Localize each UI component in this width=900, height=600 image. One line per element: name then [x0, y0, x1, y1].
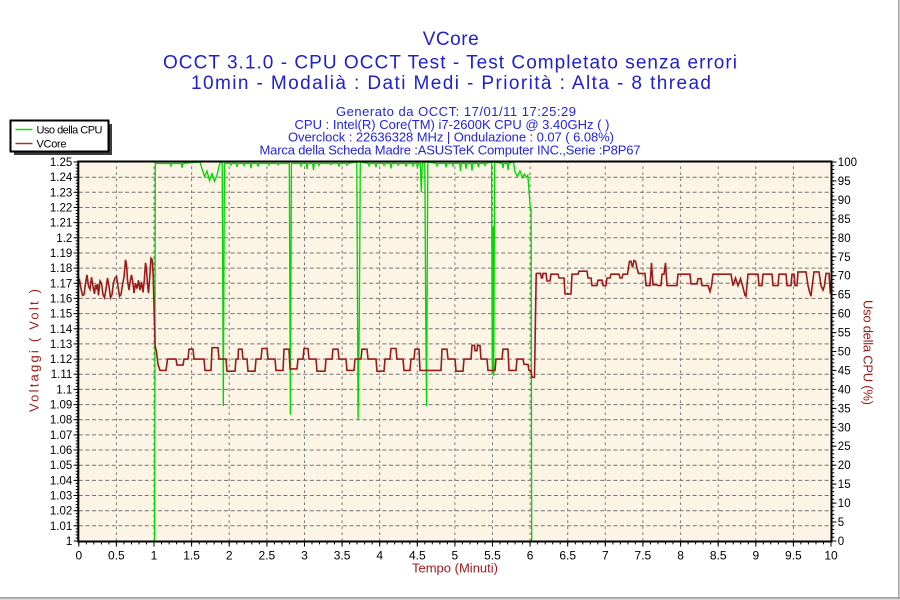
svg-text:Generato da OCCT: 17/01/11 17:: Generato da OCCT: 17/01/11 17:25:29: [336, 104, 576, 119]
svg-text:10: 10: [824, 549, 838, 563]
svg-text:6: 6: [527, 549, 534, 563]
svg-text:100: 100: [838, 157, 857, 169]
svg-text:CPU : Intel(R) Core(TM) i7-260: CPU : Intel(R) Core(TM) i7-2600K CPU @ 3…: [295, 117, 610, 132]
svg-text:8: 8: [677, 549, 684, 563]
svg-text:7: 7: [602, 549, 609, 563]
svg-text:1.16: 1.16: [50, 293, 72, 305]
svg-text:Uso della CPU: Uso della CPU: [37, 125, 103, 137]
svg-text:1.22: 1.22: [50, 203, 72, 215]
svg-text:1: 1: [151, 549, 158, 563]
svg-text:1.13: 1.13: [50, 339, 72, 351]
svg-text:15: 15: [838, 479, 851, 491]
svg-text:7.5: 7.5: [635, 549, 652, 563]
svg-text:VCore: VCore: [423, 29, 479, 50]
svg-text:1.24: 1.24: [50, 172, 73, 184]
svg-text:2.5: 2.5: [259, 549, 276, 563]
svg-text:1.23: 1.23: [50, 187, 72, 199]
svg-text:5: 5: [838, 517, 844, 529]
svg-text:45: 45: [838, 365, 851, 377]
svg-text:Marca della Scheda Madre :ASUS: Marca della Scheda Madre :ASUSTeK Comput…: [260, 142, 641, 157]
svg-text:20: 20: [838, 460, 851, 472]
svg-text:1.18: 1.18: [50, 263, 72, 275]
svg-text:80: 80: [838, 233, 851, 245]
svg-text:50: 50: [838, 347, 851, 359]
svg-text:Tempo (Minuti): Tempo (Minuti): [412, 561, 498, 576]
svg-text:1.17: 1.17: [50, 278, 72, 290]
svg-text:75: 75: [838, 252, 851, 264]
svg-text:1.5: 1.5: [183, 549, 200, 563]
svg-text:1.15: 1.15: [50, 309, 72, 321]
svg-text:9: 9: [752, 549, 759, 563]
svg-text:1.09: 1.09: [50, 400, 72, 412]
svg-text:55: 55: [838, 328, 851, 340]
svg-text:10: 10: [838, 498, 851, 510]
svg-text:25: 25: [838, 441, 851, 453]
svg-text:85: 85: [838, 214, 851, 226]
svg-text:Voltaggi ( Volt ): Voltaggi ( Volt ): [27, 289, 42, 412]
svg-text:1.14: 1.14: [50, 324, 73, 336]
svg-text:Uso della CPU (%): Uso della CPU (%): [861, 300, 876, 405]
svg-text:95: 95: [838, 176, 851, 188]
svg-text:1.2: 1.2: [56, 233, 72, 245]
svg-text:1.07: 1.07: [50, 430, 72, 442]
svg-text:OCCT 3.1.0 - CPU OCCT Test - T: OCCT 3.1.0 - CPU OCCT Test - Test Comple…: [163, 52, 737, 73]
svg-text:35: 35: [838, 403, 851, 415]
svg-text:1.12: 1.12: [50, 354, 72, 366]
svg-text:Overclock : 22636328 MHz | Ond: Overclock : 22636328 MHz | Ondulazione :…: [288, 130, 614, 145]
svg-text:4: 4: [376, 549, 383, 563]
svg-text:9.5: 9.5: [785, 549, 802, 563]
svg-text:1.08: 1.08: [50, 415, 72, 427]
svg-text:1.19: 1.19: [50, 248, 72, 260]
svg-text:1.02: 1.02: [50, 506, 72, 518]
svg-text:10min - Modalià : Dati Medi -: 10min - Modalià : Dati Medi - Priorità :…: [191, 73, 711, 94]
svg-text:1.25: 1.25: [50, 157, 72, 169]
svg-text:VCore: VCore: [37, 139, 67, 151]
svg-text:5.5: 5.5: [484, 549, 501, 563]
svg-text:3: 3: [301, 549, 308, 563]
svg-text:1.01: 1.01: [50, 521, 72, 533]
svg-text:90: 90: [838, 195, 851, 207]
svg-text:1.1: 1.1: [56, 384, 72, 396]
svg-text:3.5: 3.5: [334, 549, 351, 563]
svg-text:60: 60: [838, 309, 851, 321]
svg-text:65: 65: [838, 290, 851, 302]
svg-text:70: 70: [838, 271, 851, 283]
svg-text:0: 0: [838, 536, 844, 548]
svg-text:4.5: 4.5: [409, 549, 426, 563]
svg-text:30: 30: [838, 422, 851, 434]
svg-text:6.5: 6.5: [559, 549, 576, 563]
svg-text:1.04: 1.04: [50, 475, 73, 487]
svg-text:1: 1: [66, 536, 72, 548]
svg-text:40: 40: [838, 384, 851, 396]
svg-text:1.03: 1.03: [50, 491, 72, 503]
svg-text:0.5: 0.5: [108, 549, 125, 563]
svg-text:5: 5: [452, 549, 459, 563]
svg-text:1.21: 1.21: [50, 218, 72, 230]
svg-text:1.11: 1.11: [51, 369, 73, 381]
svg-text:0: 0: [75, 549, 82, 563]
svg-text:1.06: 1.06: [50, 445, 72, 457]
svg-text:1.05: 1.05: [50, 460, 72, 472]
svg-text:8.5: 8.5: [710, 549, 727, 563]
svg-text:2: 2: [226, 549, 233, 563]
